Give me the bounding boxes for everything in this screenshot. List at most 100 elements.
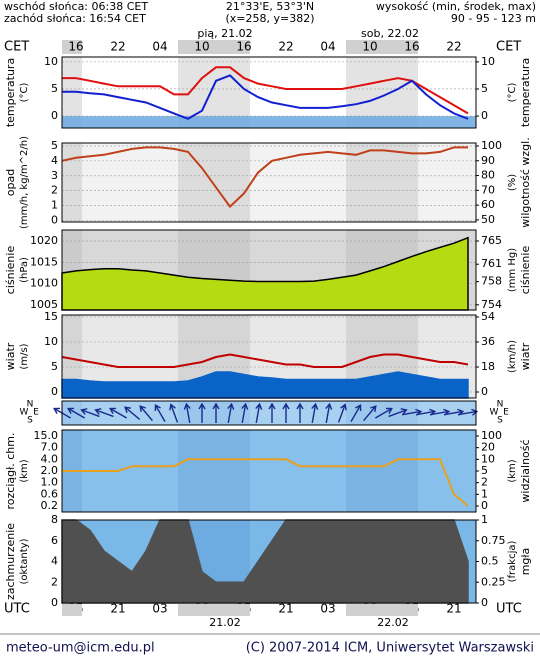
wind-arrow	[169, 403, 179, 423]
y-tick-label: 1010	[30, 277, 58, 290]
hour-label: 16	[404, 40, 419, 54]
sunrise: wschód słońca: 06:38 CET	[4, 0, 148, 13]
night-band	[62, 315, 82, 398]
wind-arrow	[296, 402, 304, 423]
compass-label: N	[497, 400, 504, 410]
arrow-shape	[124, 406, 141, 420]
y2-tick-label: 54	[481, 310, 495, 323]
y2-axis-label: mgła	[519, 548, 532, 576]
panel-frame	[61, 314, 477, 399]
date: sob, 22.02	[361, 27, 419, 40]
arrow-shape	[80, 408, 100, 418]
tz-label: UTC	[496, 602, 522, 617]
coords: 21°33'E, 53°3'N	[226, 0, 314, 13]
night-band	[178, 143, 250, 222]
line	[61, 146, 468, 209]
y-tick-label: 5	[51, 139, 58, 152]
hour-label: 04	[152, 40, 167, 54]
hour-label: 22	[278, 40, 293, 54]
y2-tick-label: 5	[481, 82, 488, 95]
hour-label: 21	[110, 602, 125, 616]
hour-label: 03	[152, 602, 167, 616]
wind-arrow	[94, 408, 114, 418]
y-tick-label: 0	[51, 385, 58, 398]
night-band	[62, 604, 82, 616]
y-axis-label: zachmurzenie	[4, 523, 17, 600]
y2-tick-label: 765	[481, 234, 502, 247]
y-axis-label: (°C)	[19, 83, 30, 103]
y2-tick-label: 0.75	[481, 534, 506, 547]
hour-label: 21	[278, 602, 293, 616]
arrow-shape	[212, 402, 220, 423]
y-tick-label: 2	[51, 184, 58, 197]
arrow-shape	[282, 402, 290, 423]
night-band	[178, 40, 250, 54]
panel-frame	[61, 229, 477, 311]
y-tick-label: 2.0	[41, 464, 59, 477]
wind-arrow	[311, 402, 319, 423]
arrow-shape	[53, 407, 72, 419]
tz-label: CET	[4, 40, 29, 55]
y2-tick-label: 90	[481, 154, 495, 167]
y-tick-label: 7.0	[41, 441, 59, 454]
grid-point: (x=258, y=382)	[225, 12, 314, 25]
y-tick-label: 6	[51, 534, 58, 547]
arrow-shape	[374, 407, 393, 419]
night-band	[346, 40, 418, 54]
night-band	[346, 430, 418, 512]
y-axis-label: (km)	[19, 459, 30, 482]
y-tick-label: 8	[51, 513, 58, 526]
y-tick-label: 1005	[30, 298, 58, 311]
y-tick-label: 4	[51, 154, 58, 167]
y-tick-label: 15	[44, 310, 58, 323]
y2-tick-label: 758	[481, 275, 502, 288]
email[interactable]: meteo-um@icm.edu.pl	[6, 641, 155, 656]
y2-axis-label: (km)	[507, 459, 518, 482]
y-tick-label: 1	[51, 199, 58, 212]
height-title: wysokość (min, środek, max)	[376, 0, 536, 13]
y-tick-label: 0.2	[41, 499, 59, 512]
y2-tick-label: 100	[481, 429, 502, 442]
arrow-shape	[227, 402, 235, 423]
night-band	[346, 604, 418, 616]
panel-frame	[61, 142, 477, 223]
y2-tick-label: 60	[481, 198, 495, 211]
arrow-shape	[255, 402, 263, 423]
wind-arrow	[374, 407, 393, 419]
y-tick-label: 0	[51, 109, 58, 122]
date: 22.02	[377, 616, 409, 629]
y2-tick-label: 10	[481, 55, 495, 68]
y2-tick-label: 0	[481, 109, 488, 122]
y2-tick-label: 1	[481, 513, 488, 526]
y-axis-label: ciśnienie	[4, 246, 17, 295]
hour-label: 04	[320, 40, 335, 54]
y-axis-label: (hPa)	[19, 257, 30, 283]
area	[61, 371, 469, 399]
y-tick-label: 10	[44, 55, 58, 68]
panel-frame	[61, 400, 477, 426]
hour-label: 22	[110, 40, 125, 54]
y2-axis-label: wilgotność wzgl.	[519, 137, 532, 227]
y-tick-label: 1020	[30, 234, 58, 247]
y-tick-label: 15.0	[34, 429, 59, 442]
arrow-shape	[183, 402, 191, 423]
wind-arrow	[350, 404, 362, 423]
arrow-shape	[67, 407, 86, 419]
y2-axis-label: (mm Hg)	[507, 248, 518, 292]
night-band	[62, 40, 82, 54]
y2-tick-label: 80	[481, 169, 495, 182]
line	[62, 458, 469, 507]
hour-label: 22	[446, 40, 461, 54]
y2-axis-label: (°C)	[507, 83, 518, 103]
y-tick-label: 3	[51, 169, 58, 182]
compass-label: E	[503, 408, 509, 418]
wind-arrow	[241, 402, 249, 423]
y-tick-label: 1.0	[41, 476, 59, 489]
copyright: (C) 2007-2014 ICM, Uniwersytet Warszawsk…	[246, 641, 534, 656]
line	[62, 74, 469, 120]
y2-axis-label: temperatura	[519, 58, 532, 127]
wind-arrow	[325, 402, 333, 423]
y-tick-label: 0	[51, 214, 58, 227]
y2-tick-label: 1	[481, 487, 488, 500]
